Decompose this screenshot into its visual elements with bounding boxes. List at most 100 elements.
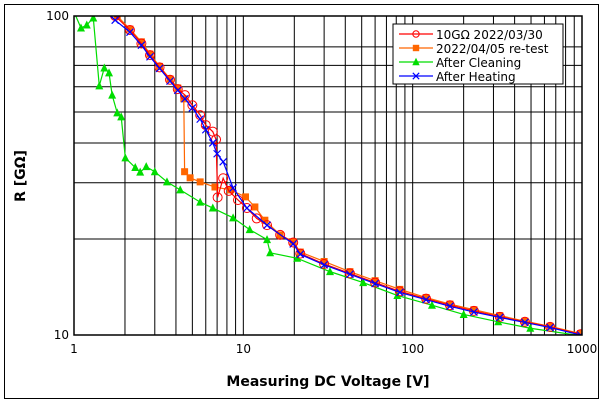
data-point-square [211, 183, 219, 191]
data-point-triangle [77, 23, 86, 32]
data-point-square [470, 306, 478, 314]
data-point-circle [124, 24, 135, 35]
data-point-circle [412, 30, 420, 38]
data-point-square [180, 95, 188, 103]
data-point-triangle [326, 267, 335, 276]
x-tick-label: 1000 [567, 342, 598, 356]
data-point-triangle [208, 203, 217, 212]
legend-label: After Cleaning [436, 56, 521, 70]
x-axis-label: Measuring DC Voltage [V] [226, 374, 429, 390]
data-point-x [412, 72, 420, 80]
data-point-square [242, 193, 250, 201]
data-point-x [320, 260, 329, 269]
data-point-circle [187, 100, 198, 111]
series-line [114, 16, 581, 335]
data-point-x [166, 77, 174, 86]
data-point-triangle [113, 108, 122, 117]
data-point-x [201, 125, 210, 134]
data-point-square [396, 285, 404, 293]
data-point-x [100, 7, 107, 14]
data-point-triangle [89, 16, 98, 22]
x-tick-label: 10 [236, 342, 251, 356]
data-point-triangle [359, 278, 368, 287]
y-axis-label: R [GΩ] [13, 150, 29, 202]
data-point-triangle [266, 248, 275, 257]
data-point-triangle [412, 57, 420, 66]
data-point-x [345, 270, 354, 279]
data-point-x [126, 28, 134, 37]
data-point-square [196, 178, 204, 186]
y-tick-label: 100 [46, 9, 69, 23]
plot-area [73, 15, 583, 336]
chart-frame [4, 4, 599, 399]
data-point-square [174, 84, 182, 92]
data-point-square [412, 44, 420, 52]
series-layer [70, 7, 582, 335]
data-point-x [213, 149, 222, 158]
data-point-x [371, 279, 380, 288]
data-point-square [496, 312, 504, 320]
data-point-triangle [95, 81, 104, 90]
data-point-square [251, 203, 259, 211]
data-point-square [126, 25, 134, 33]
data-point-triangle [100, 63, 109, 72]
data-point-triangle [131, 163, 140, 172]
data-point-triangle [70, 7, 78, 15]
data-point-x [111, 16, 120, 25]
data-point-square [296, 248, 304, 256]
data-point-circle [144, 50, 155, 61]
y-tick-label: 10 [54, 328, 69, 342]
data-point-triangle [162, 177, 171, 186]
data-point-circle [262, 220, 273, 231]
data-point-circle [154, 62, 165, 73]
data-point-triangle [263, 235, 272, 244]
data-point-square [156, 62, 164, 70]
data-point-x [520, 318, 529, 327]
data-point-triangle [82, 20, 91, 29]
data-point-circle [288, 237, 299, 248]
data-point-x [229, 184, 238, 192]
data-point-x [181, 94, 189, 103]
legend-item: After Cleaning [399, 56, 521, 70]
data-point-x [446, 302, 454, 311]
data-point-circle [370, 277, 381, 288]
data-point-circle [136, 38, 147, 49]
data-point-x [495, 313, 504, 322]
data-point-x [546, 323, 555, 332]
data-point-triangle [121, 153, 130, 162]
data-point-square [521, 317, 529, 325]
data-point-triangle [105, 68, 114, 77]
data-point-square [446, 300, 454, 308]
x-tick-label: 100 [401, 342, 424, 356]
data-point-square [422, 294, 430, 302]
data-point-triangle [229, 213, 238, 222]
x-tick-label: 1 [70, 342, 78, 356]
data-point-triangle [459, 309, 468, 318]
data-point-x [296, 250, 305, 259]
data-point-square [577, 330, 582, 335]
data-point-square [346, 268, 354, 276]
data-point-square [320, 257, 328, 265]
data-point-x [219, 157, 228, 166]
data-point-circle [319, 258, 330, 269]
data-point-circle [223, 185, 234, 196]
data-point-triangle [526, 323, 535, 332]
data-point-circle [212, 192, 223, 203]
series-10g-2022-03-30 [110, 16, 582, 335]
data-point-square [146, 50, 154, 58]
data-point-x [395, 288, 404, 297]
data-point-x [422, 295, 430, 304]
data-point-square [289, 238, 297, 246]
legend-item: 2022/04/05 re-test [399, 42, 549, 56]
series-after-cleaning [70, 7, 582, 335]
data-point-circle [344, 268, 355, 279]
data-point-x [289, 239, 298, 248]
legend-label: 2022/04/05 re-test [436, 42, 549, 56]
data-point-triangle [427, 300, 436, 309]
legend-item: After Heating [399, 70, 516, 84]
data-point-square [181, 168, 189, 176]
data-point-triangle [136, 167, 145, 176]
data-point-triangle [176, 185, 185, 194]
